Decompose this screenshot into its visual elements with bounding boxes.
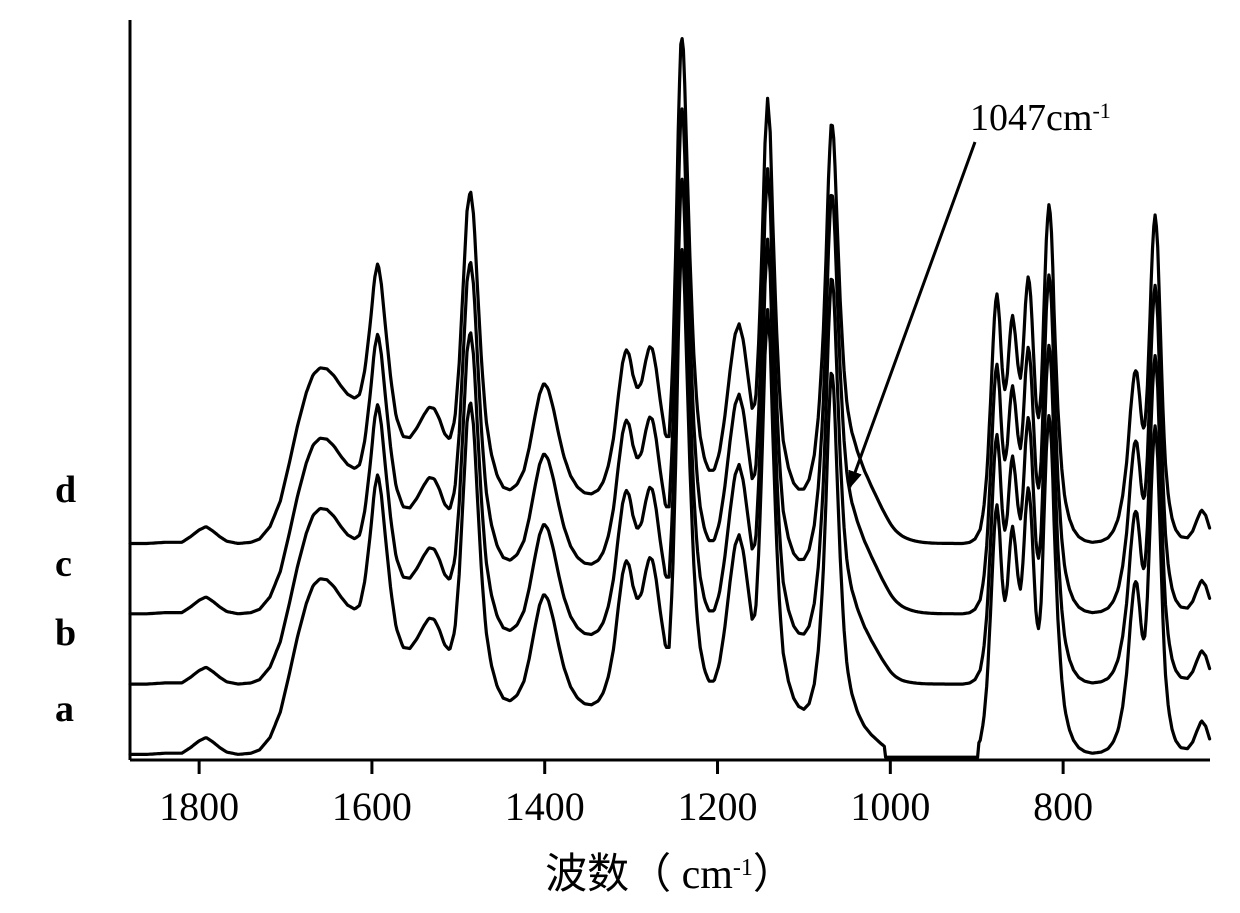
series-label-c: c — [55, 543, 72, 585]
x-tick-label: 1800 — [159, 784, 239, 829]
x-axis-label: 波数（ cm-1） — [545, 852, 795, 898]
x-tick-label: 1400 — [505, 784, 585, 829]
x-tick-label: 1600 — [332, 784, 412, 829]
series-label-a: a — [55, 688, 74, 730]
series-label-d: d — [55, 469, 76, 511]
x-tick-label: 800 — [1033, 784, 1093, 829]
chart-svg: 1800 1600 1400 1200 1000 800 波数（ cm-1） abcd 1047… — [0, 0, 1240, 913]
annotation-arrow — [850, 142, 975, 487]
annotation-label: 1047cm-1 — [970, 97, 1111, 139]
series-label-b: b — [55, 612, 76, 654]
x-tick-label: 1000 — [850, 784, 930, 829]
spectra-chart: 1800 1600 1400 1200 1000 800 波数（ cm-1） abcd 1047… — [0, 0, 1240, 913]
x-tick-label: 1200 — [678, 784, 758, 829]
